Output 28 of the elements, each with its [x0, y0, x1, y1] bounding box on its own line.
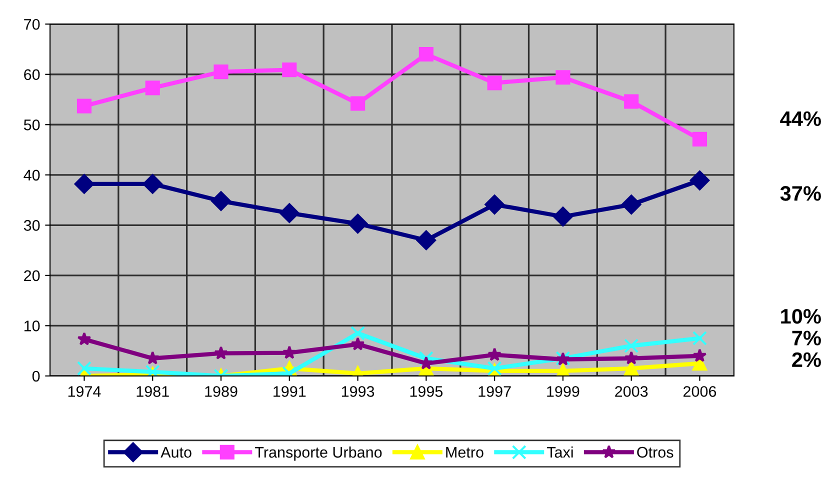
- x-tick-label: 1974: [68, 386, 101, 397]
- y-tick-label: 20: [24, 270, 40, 282]
- y-tick-label: 60: [24, 69, 40, 80]
- x-tick-label: 1999: [547, 386, 580, 397]
- legend-label: Metro: [446, 447, 484, 458]
- text: 10%: [781, 308, 821, 324]
- text: 44%: [780, 111, 821, 126]
- x-tick-label: 2006: [684, 386, 716, 397]
- x-tick-label: 1981: [136, 386, 169, 397]
- y-tick-label: 70: [24, 18, 40, 30]
- x-tick-label: 1989: [205, 386, 238, 397]
- x-tick-label: 2003: [615, 386, 648, 397]
- text: 2%: [792, 352, 821, 368]
- y-tick-label: 10: [24, 320, 40, 332]
- x-tick-label: 1993: [342, 386, 374, 397]
- legend-label: Transporte Urbano: [255, 446, 382, 461]
- legend-label: Taxi: [546, 446, 573, 458]
- x-tick-label: 1997: [478, 386, 511, 397]
- y-tick-label: 0: [32, 370, 40, 382]
- legend-label: Auto: [160, 447, 192, 458]
- x-tick-label: 1991: [274, 386, 306, 397]
- y-tick-label: 40: [24, 170, 40, 181]
- text: 37%: [780, 186, 821, 201]
- x-tick-label: 1995: [410, 386, 443, 397]
- text: 7%: [792, 330, 821, 346]
- y-tick-label: 30: [24, 220, 40, 231]
- y-tick-label: 50: [24, 120, 40, 130]
- legend-label: Otros: [637, 446, 674, 458]
